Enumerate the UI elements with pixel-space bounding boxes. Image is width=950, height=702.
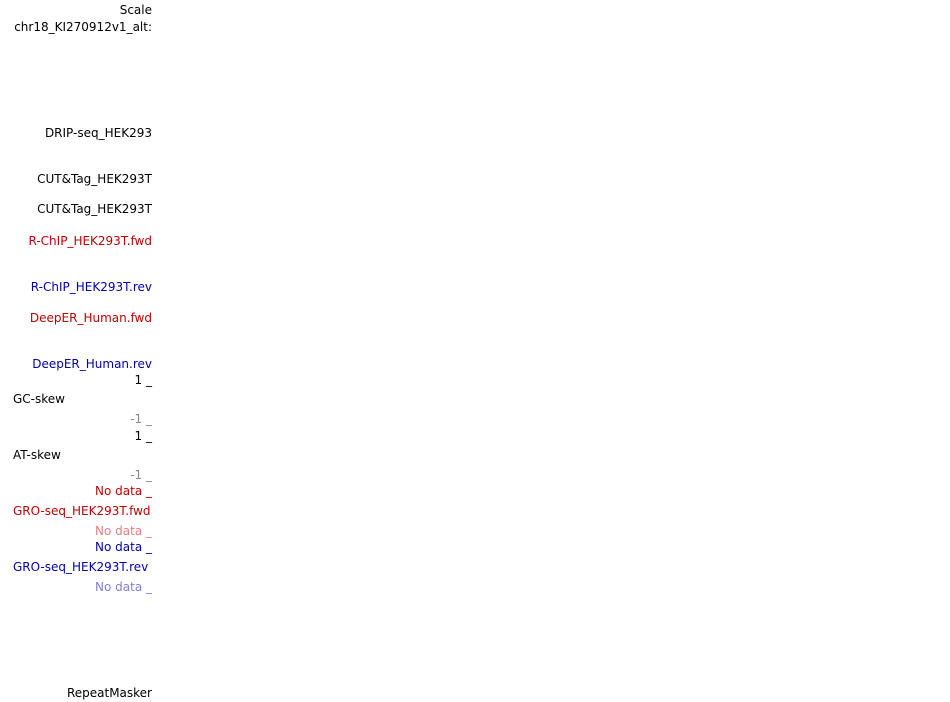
- scale-label: Scale: [119, 3, 152, 17]
- track-max: 1 _: [134, 429, 152, 443]
- track-label[interactable]: DRIP-seq_HEK293: [44, 126, 152, 140]
- track-label[interactable]: GC-skew: [13, 392, 65, 406]
- track-max: No data _: [95, 484, 152, 498]
- track-label[interactable]: R-ChIP_HEK293T.rev: [30, 280, 152, 294]
- track-min: -1 _: [130, 412, 152, 426]
- track-min: -1 _: [130, 468, 152, 482]
- track-label[interactable]: DeepER_Human.rev: [32, 357, 152, 371]
- track-min: No data _: [95, 524, 152, 538]
- track-label[interactable]: DeepER_Human.fwd: [29, 311, 152, 325]
- track-label[interactable]: R-ChIP_HEK293T.fwd: [28, 234, 153, 248]
- track-label[interactable]: CUT&Tag_HEK293T: [37, 202, 152, 216]
- track-min: No data _: [95, 580, 152, 594]
- track-label[interactable]: CUT&Tag_HEK293T: [37, 172, 152, 186]
- track-label[interactable]: GRO-seq_HEK293T.fwd: [13, 504, 151, 518]
- track-label[interactable]: AT-skew: [13, 448, 61, 462]
- chrom-label: chr18_KI270912v1_alt:: [14, 20, 152, 34]
- track-max: No data _: [95, 540, 152, 554]
- track-label[interactable]: GRO-seq_HEK293T.rev: [13, 560, 149, 574]
- track-label[interactable]: RepeatMasker: [66, 686, 152, 700]
- track-max: 1 _: [134, 373, 152, 387]
